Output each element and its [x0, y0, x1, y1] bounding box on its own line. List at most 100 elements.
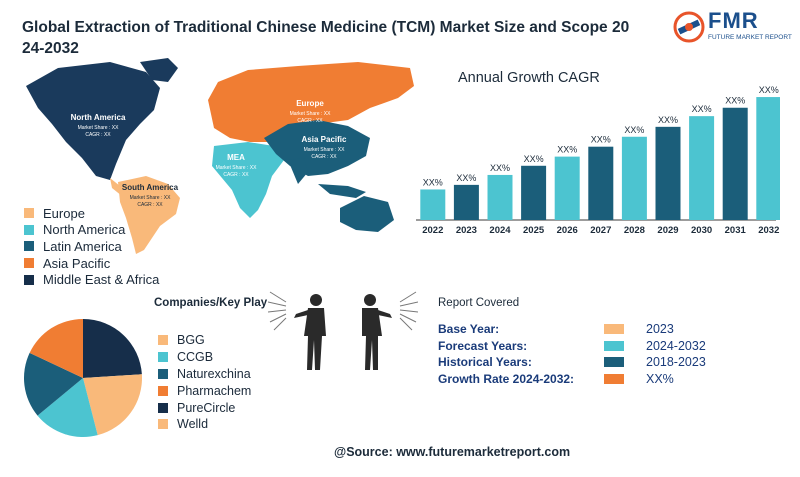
bar-2030	[689, 116, 715, 220]
report-swatch	[604, 357, 624, 368]
legend-swatch	[158, 402, 168, 413]
report-label: Forecast Years:	[438, 338, 528, 353]
region-market-share: Market Share : XX	[304, 147, 346, 153]
bar-data-label: XX%	[725, 96, 745, 106]
report-swatch	[604, 373, 624, 384]
pie-chart	[24, 319, 142, 437]
map-legend-item: Latin America	[24, 238, 159, 255]
region-market-share: Market Share : XX	[130, 195, 172, 201]
fmr-logo[interactable]: FMR FUTURE MARKET REPORT	[672, 8, 792, 48]
company-name: BGG	[177, 333, 205, 348]
business-people-icon	[268, 291, 418, 370]
x-tick-label: 2026	[557, 225, 578, 236]
bar-2025	[521, 165, 547, 220]
bar-data-label: XX%	[658, 115, 678, 125]
bar-data-label: XX%	[456, 173, 476, 183]
region-market-share: Market Share : XX	[78, 125, 120, 131]
bar-2027	[588, 146, 614, 220]
report-covered: Report Covered Base Year: 2023 Forecast Ye…	[438, 297, 706, 387]
x-tick-label: 2029	[657, 225, 678, 236]
bar-2029	[655, 126, 681, 220]
company-name: PureCircle	[177, 400, 236, 415]
bar-data-label: XX%	[557, 145, 577, 155]
pie-slice-Naturexchina	[24, 352, 83, 416]
report-row: Growth Rate 2024-2032: XX%	[438, 371, 706, 388]
map-legend: Europe North America Latin America Asia Pac…	[24, 205, 159, 288]
bar-chart: XX% 2022 XX% 2023 XX% 2024 XX% 2025 XX% 2026 XX% 20…	[416, 85, 780, 236]
report-value: 2023	[646, 322, 674, 337]
report-value: 2018-2023	[646, 355, 706, 370]
company-legend-item: BGG	[158, 332, 251, 349]
map-region-greenland	[140, 58, 178, 82]
legend-swatch	[24, 274, 34, 285]
company-name: Pharmachem	[177, 383, 252, 398]
report-swatch	[604, 324, 624, 335]
x-tick-label: 2023	[456, 225, 477, 236]
report-row: Forecast Years: 2024-2032	[438, 338, 706, 355]
title-line-1: Global Extraction of Traditional Chinese…	[22, 19, 630, 36]
map-region-indonesia	[318, 184, 366, 198]
map-region-india	[288, 158, 308, 184]
x-tick-label: 2031	[725, 225, 747, 236]
x-tick-label: 2032	[758, 225, 779, 236]
region-cagr: CAGR : XX	[297, 118, 323, 124]
map-legend-item: Asia Pacific	[24, 255, 159, 272]
pie-slice-CCGB	[37, 378, 98, 437]
report-label: Growth Rate 2024-2032:	[438, 371, 575, 386]
map-region-australia	[340, 196, 394, 232]
map-region-europe	[208, 62, 414, 142]
legend-label: Middle East & Africa	[43, 272, 160, 288]
company-name: Naturexchina	[177, 366, 251, 381]
company-name: Welld	[177, 417, 209, 432]
company-legend-item: PureCircle	[158, 399, 251, 416]
legend-swatch	[158, 419, 168, 430]
page-title: Global Extraction of Traditional Chinese…	[22, 17, 682, 59]
legend-label: Asia Pacific	[43, 255, 111, 271]
company-legend-item: Naturexchina	[158, 366, 251, 383]
map-legend-item: Europe	[24, 205, 159, 222]
pie-slice-BGG	[83, 374, 142, 436]
bar-data-label: XX%	[692, 104, 712, 114]
x-tick-label: 2030	[691, 225, 712, 236]
report-label: Base Year:	[438, 322, 500, 337]
x-tick-label: 2028	[624, 225, 645, 236]
map-legend-item: North America	[24, 222, 159, 239]
legend-label: Latin America	[43, 238, 122, 254]
report-value: 2024-2032	[646, 338, 706, 353]
bar-2028	[621, 136, 647, 220]
map-region-south-america	[118, 176, 180, 254]
legend-swatch	[24, 258, 34, 269]
legend-swatch	[158, 385, 168, 396]
region-name: Europe	[296, 99, 324, 108]
legend-swatch	[24, 241, 34, 252]
bar-2026	[554, 156, 580, 220]
bar-chart-title: Annual Growth CAGR	[458, 70, 600, 86]
legend-swatch	[24, 224, 34, 235]
region-name: North America	[71, 113, 126, 122]
region-name: South America	[122, 183, 179, 192]
company-legend: BGG CCGB Naturexchina Pharmachem PureCircle W…	[158, 332, 251, 433]
legend-label: Europe	[43, 205, 85, 221]
map-region-mea	[212, 142, 284, 218]
company-legend-item: Pharmachem	[158, 382, 251, 399]
report-row: Base Year: 2023	[438, 321, 706, 338]
bar-2031	[722, 107, 748, 220]
bar-data-label: XX%	[591, 135, 611, 145]
report-row: Historical Years: 2018-2023	[438, 354, 706, 371]
x-tick-label: 2024	[489, 225, 511, 236]
bar-data-label: XX%	[524, 154, 544, 164]
logo-text: FMR	[708, 8, 759, 33]
legend-swatch	[158, 368, 168, 379]
region-cagr: CAGR : XX	[137, 202, 163, 208]
source-link[interactable]: @Source: www.futuremarketreport.com	[334, 445, 571, 459]
region-cagr: CAGR : XX	[85, 132, 111, 138]
report-label: Historical Years:	[438, 355, 532, 370]
region-market-share: Market Share : XX	[290, 111, 332, 117]
report-value: XX%	[646, 371, 674, 386]
bar-data-label: XX%	[423, 177, 443, 187]
company-legend-item: Welld	[158, 416, 251, 433]
